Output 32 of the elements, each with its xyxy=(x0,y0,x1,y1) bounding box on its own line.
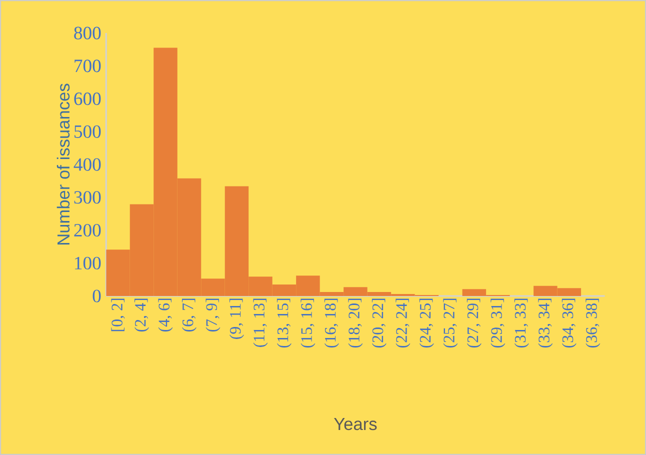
y-tick-label: 600 xyxy=(74,92,101,106)
x-tick-label: (16, 18] xyxy=(324,298,339,348)
x-tick-label: [0, 2] xyxy=(111,298,125,332)
x-tick-label: (2, 4] xyxy=(134,298,150,332)
x-tick-label: (33, 34] xyxy=(538,298,553,348)
y-tick-label: 200 xyxy=(74,224,101,237)
x-tick-label: (11, 13] xyxy=(253,298,268,347)
x-tick-label: (13, 15] xyxy=(276,298,292,348)
x-tick-label: (4, 6] xyxy=(158,298,173,332)
y-axis-title: Number of issuances xyxy=(56,84,70,244)
x-tick-label: (15, 16] xyxy=(300,298,316,348)
y-tick-label: 100 xyxy=(75,256,101,270)
y-tick-label: 300 xyxy=(74,191,101,204)
x-tick-label: (7, 9] xyxy=(206,298,220,332)
y-tick-label: 500 xyxy=(74,125,101,138)
x-tick-label: (34, 36] xyxy=(562,298,576,348)
y-tick-label: 0 xyxy=(92,290,101,302)
x-tick-label: (24, 25] xyxy=(419,298,434,348)
x-tick-label: (22, 24] xyxy=(396,298,410,348)
x-tick-label: (18, 20] xyxy=(348,298,363,348)
x-axis-title: Years xyxy=(334,418,377,430)
x-tick-label: (29, 31] xyxy=(490,298,506,348)
x-tick-label: (20, 22] xyxy=(372,298,386,348)
x-tick-label: (25, 27] xyxy=(443,298,458,348)
x-tick-label: (27, 29] xyxy=(466,298,482,348)
x-tick-label: (36, 38] xyxy=(586,298,600,348)
x-tick-label: (31, 33] xyxy=(514,298,529,348)
x-tick-label: (6, 7] xyxy=(182,298,196,332)
y-tick-label: 400 xyxy=(74,158,101,171)
y-tick-label: 800 xyxy=(74,26,101,40)
y-tick-label: 700 xyxy=(74,60,101,72)
x-tick-label: (9, 11] xyxy=(229,298,244,339)
